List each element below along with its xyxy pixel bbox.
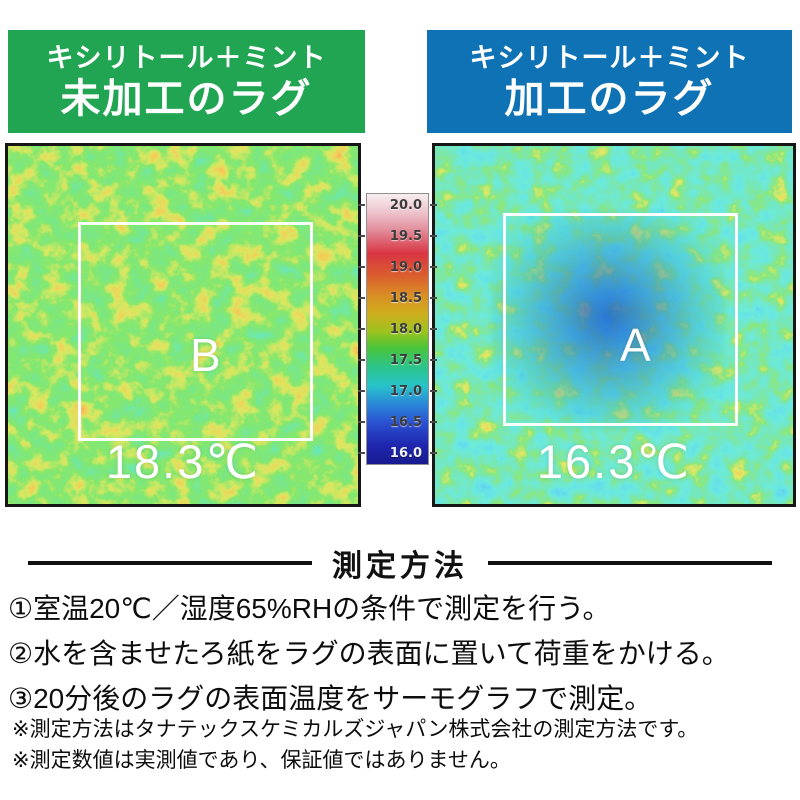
divider-line-left — [28, 561, 312, 565]
method-title-row: 測定方法 — [0, 541, 800, 585]
scale-row: 18.0 — [367, 321, 428, 337]
thermal-image-untreated: B 18.3℃ — [5, 143, 361, 507]
scale-label: 16.5 — [389, 414, 422, 430]
method-steps: ①室温20℃／湿度65%RHの条件で測定を行う。 ②水を含ませたろ紙をラグの表面… — [8, 586, 796, 721]
scale-row: 19.5 — [367, 228, 428, 244]
header-treated: キシリトール＋ミント 加工のラグ — [427, 30, 792, 133]
header-treated-title: 加工のラグ — [504, 76, 715, 121]
method-step-2: ②水を含ませたろ紙をラグの表面に置いて荷重をかける。 — [8, 638, 730, 669]
scale-row: 17.5 — [367, 352, 428, 368]
thermal-noise-untreated — [8, 146, 358, 504]
method-title: 測定方法 — [332, 550, 468, 583]
scale-row: 18.5 — [367, 290, 428, 306]
header-untreated: キシリトール＋ミント 未加工のラグ — [8, 30, 365, 133]
scale-label: 16.0 — [389, 445, 422, 461]
temperature-treated: 16.3℃ — [536, 435, 692, 488]
measurement-area-box-treated — [503, 213, 738, 426]
header-untreated-subtitle: キシリトール＋ミント — [46, 42, 327, 73]
scale-label: 17.5 — [389, 352, 422, 368]
footnote-1: ※測定方法はタナテックスケミカルズジャパン株式会社の測定方法です。 — [12, 718, 699, 741]
scale-row: 20.0 — [367, 197, 428, 213]
temperature-untreated: 18.3℃ — [105, 435, 261, 488]
scale-label: 17.0 — [389, 383, 422, 399]
scale-label: 18.0 — [389, 321, 422, 337]
measurement-area-box-untreated — [78, 222, 313, 441]
cool-spot-overlay — [491, 212, 725, 430]
temperature-scale: 20.0 19.5 19.0 18.5 18.0 17.5 17.0 16.5 … — [366, 193, 429, 465]
divider-line-right — [488, 561, 772, 565]
scale-label: 18.5 — [389, 290, 422, 306]
scale-label: 20.0 — [389, 197, 422, 213]
header-untreated-title: 未加工のラグ — [60, 76, 313, 121]
scale-label: 19.0 — [389, 259, 422, 275]
sample-label-b: B — [190, 329, 221, 381]
header-treated-subtitle: キシリトール＋ミント — [469, 42, 750, 73]
footnotes: ※測定方法はタナテックスケミカルズジャパン株式会社の測定方法です。 ※測定数値は… — [12, 714, 796, 776]
scale-row: 16.5 — [367, 414, 428, 430]
scale-row: 17.0 — [367, 383, 428, 399]
footnote-2: ※測定数値は実測値であり、保証値ではありません。 — [12, 749, 511, 772]
method-step-3: ③20分後のラグの表面温度をサーモグラフで測定。 — [8, 683, 653, 714]
method-step-1: ①室温20℃／湿度65%RHの条件で測定を行う。 — [8, 593, 611, 624]
scale-label: 19.5 — [389, 228, 422, 244]
thermal-image-treated: A 16.3℃ — [432, 143, 796, 507]
scale-row: 19.0 — [367, 259, 428, 275]
sample-label-a: A — [620, 319, 651, 371]
scale-row: 16.0 — [367, 445, 428, 461]
